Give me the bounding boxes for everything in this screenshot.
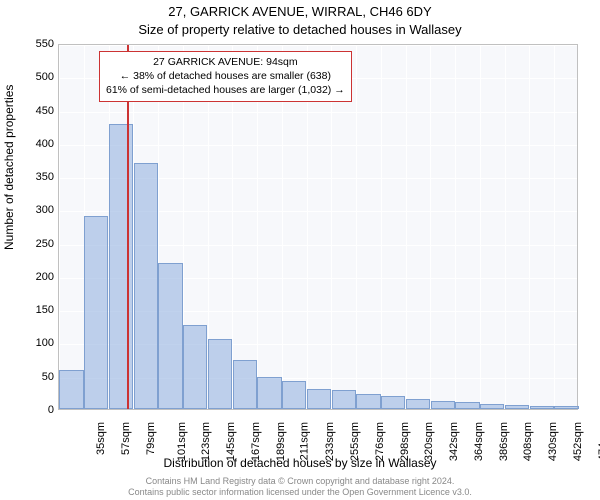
histogram-bar (554, 406, 578, 409)
gridline-v (529, 45, 530, 409)
annotation-line: ← 38% of detached houses are smaller (63… (106, 69, 345, 83)
y-tick-label: 550 (14, 38, 54, 50)
gridline-v (59, 45, 60, 409)
histogram-bar (84, 216, 108, 409)
gridline-h (59, 145, 577, 146)
y-tick-label: 450 (14, 105, 54, 117)
y-tick-label: 300 (14, 204, 54, 216)
y-tick-label: 350 (14, 171, 54, 183)
gridline-v (505, 45, 506, 409)
y-tick-label: 200 (14, 271, 54, 283)
x-axis-label: Distribution of detached houses by size … (0, 456, 600, 470)
footer: Contains HM Land Registry data © Crown c… (0, 476, 600, 499)
gridline-h (59, 45, 577, 46)
gridline-v (455, 45, 456, 409)
histogram-bar (307, 389, 331, 409)
histogram-bar (356, 394, 380, 409)
histogram-bar (109, 124, 133, 409)
histogram-bar (134, 163, 158, 409)
histogram-bar (381, 396, 405, 409)
histogram-bar (282, 381, 306, 409)
gridline-v (381, 45, 382, 409)
histogram-bar (233, 360, 257, 409)
x-tick-label: 211sqm (299, 422, 311, 460)
annotation-line: 61% of semi-detached houses are larger (… (106, 83, 345, 97)
histogram-bar (257, 377, 281, 409)
chart-container: 27, GARRICK AVENUE, WIRRAL, CH46 6DY Siz… (0, 0, 600, 500)
gridline-v (480, 45, 481, 409)
histogram-bar (59, 370, 83, 409)
histogram-bar (505, 405, 529, 409)
histogram-bar (158, 263, 182, 409)
y-tick-label: 250 (14, 238, 54, 250)
y-tick-label: 100 (14, 337, 54, 349)
y-tick-label: 500 (14, 71, 54, 83)
y-tick-label: 50 (14, 371, 54, 383)
histogram-bar (208, 339, 232, 409)
gridline-h (59, 112, 577, 113)
histogram-bar (480, 404, 504, 409)
histogram-bar (332, 390, 356, 409)
y-tick-label: 150 (14, 304, 54, 316)
gridline-v (356, 45, 357, 409)
y-tick-label: 0 (14, 404, 54, 416)
title-sub: Size of property relative to detached ho… (0, 22, 600, 37)
footer-line1: Contains HM Land Registry data © Crown c… (146, 476, 455, 486)
histogram-bar (183, 325, 207, 409)
gridline-v (430, 45, 431, 409)
histogram-bar (455, 402, 479, 409)
histogram-bar (431, 401, 455, 409)
footer-line2: Contains public sector information licen… (128, 487, 472, 497)
annotation-line: 27 GARRICK AVENUE: 94sqm (106, 55, 345, 69)
gridline-v (554, 45, 555, 409)
gridline-v (406, 45, 407, 409)
x-tick-label: 35sqm (95, 422, 107, 455)
annotation-box: 27 GARRICK AVENUE: 94sqm← 38% of detache… (99, 51, 352, 102)
title-main: 27, GARRICK AVENUE, WIRRAL, CH46 6DY (0, 4, 600, 19)
gridline-h (59, 411, 577, 412)
histogram-bar (406, 399, 430, 409)
y-tick-label: 400 (14, 138, 54, 150)
histogram-bar (530, 406, 554, 409)
plot-area: 27 GARRICK AVENUE: 94sqm← 38% of detache… (58, 44, 578, 410)
x-tick-label: 57sqm (120, 422, 132, 455)
x-tick-label: 79sqm (145, 422, 157, 455)
